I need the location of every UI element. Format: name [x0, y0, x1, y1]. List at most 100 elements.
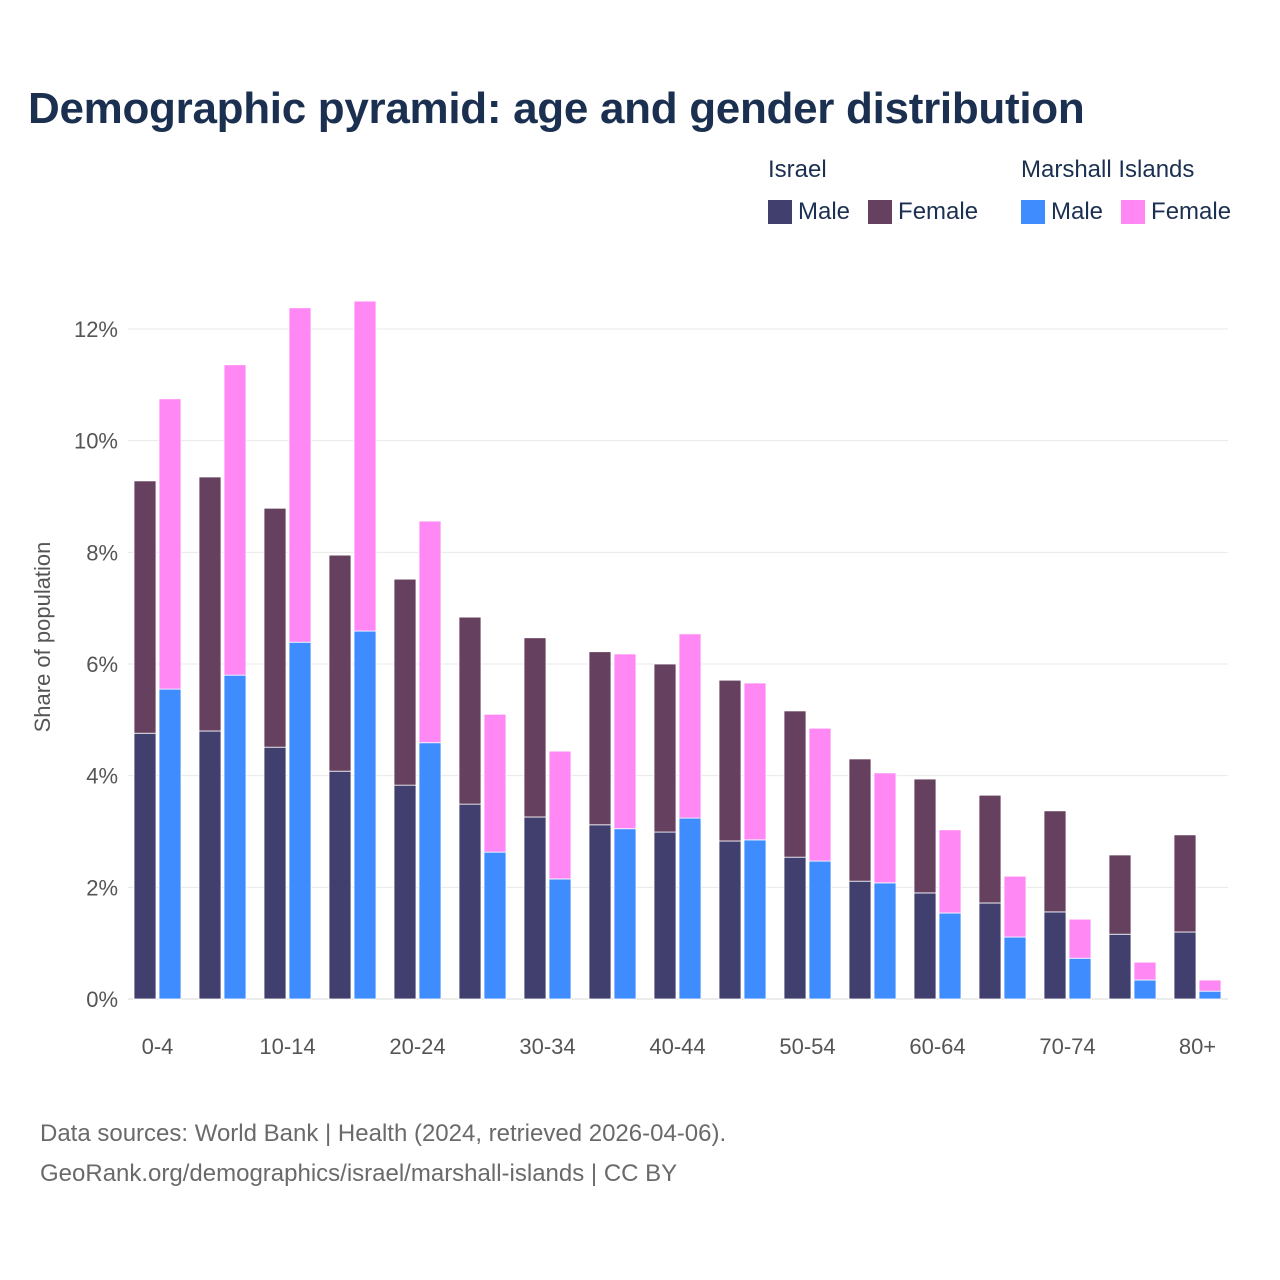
bar-israel-male[interactable]: 55-59 Israel Male: 2.11%: [848, 880, 872, 1000]
legend-item-marshall-male[interactable]: Male: [1021, 198, 1103, 226]
bar-israel-female[interactable]: 60-64 Israel Female: 2.04%: [913, 778, 937, 894]
legend-item-marshall-female[interactable]: Female: [1121, 198, 1231, 226]
bar-marshall-islands-female[interactable]: 75-79 Marshall Islands Female: 0.32%: [1133, 961, 1157, 981]
bar-israel-male[interactable]: 70-74 Israel Male: 1.56%: [1043, 911, 1067, 1000]
x-tick-label: 80+: [1179, 1034, 1216, 1059]
bar-israel-male[interactable]: 10-14 Israel Male: 4.51%: [263, 746, 287, 1000]
bar-marshall-islands-male[interactable]: 20-24 Marshall Islands Male: 4.59%: [418, 742, 442, 1000]
bar-israel-male[interactable]: 65-69 Israel Male: 1.72%: [978, 902, 1002, 1000]
legend-label: Female: [1151, 198, 1232, 225]
legend-swatch: [868, 200, 893, 224]
bar-marshall-islands-female[interactable]: 55-59 Marshall Islands Female: 1.97%: [873, 772, 897, 884]
bar-marshall-islands-male[interactable]: 15-19 Marshall Islands Male: 6.59%: [353, 630, 377, 1000]
bar-israel-female[interactable]: 30-34 Israel Female: 3.21%: [523, 637, 547, 818]
bar-israel-female[interactable]: 65-69 Israel Female: 1.93%: [978, 794, 1002, 904]
bar-marshall-islands-male[interactable]: 70-74 Marshall Islands Male: 0.73%: [1068, 957, 1092, 1000]
bar-marshall-islands-male[interactable]: 55-59 Marshall Islands Male: 2.08%: [873, 882, 897, 1000]
bar-israel-female[interactable]: 25-29 Israel Female: 3.35%: [458, 616, 482, 805]
bar-marshall-islands-female[interactable]: 25-29 Marshall Islands Female: 2.47%: [483, 713, 507, 853]
bar-israel-female[interactable]: 0-4 Israel Female: 4.52%: [133, 480, 157, 734]
bar-marshall-islands-male[interactable]: 0-4 Marshall Islands Male: 5.55%: [158, 688, 182, 1000]
y-axis-label: Share of population: [30, 542, 55, 733]
bar-marshall-islands-female[interactable]: 10-14 Marshall Islands Female: 5.99%: [288, 307, 312, 643]
y-tick-label: 2%: [86, 875, 118, 900]
bar-israel-female[interactable]: 5-9 Israel Female: 4.55%: [198, 476, 222, 732]
bar-israel-male[interactable]: 75-79 Israel Male: 1.16%: [1108, 933, 1132, 1000]
y-tick-label: 6%: [86, 652, 118, 677]
bar-marshall-islands-male[interactable]: 10-14 Marshall Islands Male: 6.39%: [288, 641, 312, 1000]
bar-marshall-islands-female[interactable]: 65-69 Marshall Islands Female: 1.09%: [1003, 875, 1027, 938]
x-tick-label: 20-24: [389, 1034, 445, 1059]
bar-israel-female[interactable]: 40-44 Israel Female: 3.01%: [653, 663, 677, 833]
bar-marshall-islands-female[interactable]: 70-74 Marshall Islands Female: 0.7%: [1068, 918, 1092, 959]
legend-title: Israel: [768, 156, 827, 183]
bar-marshall-islands-male[interactable]: 50-54 Marshall Islands Male: 2.47%: [808, 860, 832, 1000]
bar-marshall-islands-female[interactable]: 30-34 Marshall Islands Female: 2.29%: [548, 750, 572, 880]
y-tick-label: 12%: [74, 317, 118, 342]
bar-israel-female[interactable]: 10-14 Israel Female: 4.28%: [263, 507, 287, 748]
legend-item-israel-male[interactable]: Male: [768, 198, 850, 226]
legend-swatch: [1021, 200, 1045, 224]
bar-marshall-islands-male[interactable]: 60-64 Marshall Islands Male: 1.54%: [938, 912, 962, 1000]
bar-israel-male[interactable]: 30-34 Israel Male: 3.26%: [523, 816, 547, 1000]
bar-marshall-islands-male[interactable]: 75-79 Marshall Islands Male: 0.34%: [1133, 979, 1157, 1000]
bar-marshall-islands-female[interactable]: 50-54 Marshall Islands Female: 2.38%: [808, 727, 832, 862]
x-tick-label: 50-54: [779, 1034, 835, 1059]
legend-label: Male: [1051, 198, 1104, 225]
bar-israel-female[interactable]: 45-49 Israel Female: 2.88%: [718, 679, 742, 842]
footer: Data sources: World Bank | Health (2024,…: [40, 1114, 726, 1194]
bar-israel-male[interactable]: 45-49 Israel Male: 2.83%: [718, 840, 742, 1000]
bar-israel-male[interactable]: 80+ Israel Male: 1.2%: [1173, 931, 1197, 1000]
bar-israel-female[interactable]: 50-54 Israel Female: 2.62%: [783, 710, 807, 858]
bar-marshall-islands-female[interactable]: 15-19 Marshall Islands Female: 5.91%: [353, 300, 377, 632]
legend-marshall-islands: Marshall Islands Male Female: [1021, 156, 1231, 226]
bar-israel-male[interactable]: 15-19 Israel Male: 4.08%: [328, 770, 352, 1000]
bar-marshall-islands-male[interactable]: 5-9 Marshall Islands Male: 5.8%: [223, 674, 247, 1000]
bar-israel-male[interactable]: 40-44 Israel Male: 2.99%: [653, 831, 677, 1000]
legend-item-israel-female[interactable]: Female: [868, 198, 978, 226]
legend-swatch: [768, 200, 792, 224]
attribution-link[interactable]: GeoRank.org/demographics/israel/marshall…: [40, 1160, 678, 1187]
bar-israel-female[interactable]: 70-74 Israel Female: 1.81%: [1043, 810, 1067, 913]
y-tick-label: 0%: [86, 987, 118, 1012]
y-tick-label: 8%: [86, 540, 118, 565]
bar-marshall-islands-female[interactable]: 80+ Marshall Islands Female: 0.2%: [1198, 979, 1222, 992]
bar-israel-female[interactable]: 75-79 Israel Female: 1.42%: [1108, 854, 1132, 935]
bar-israel-male[interactable]: 0-4 Israel Male: 4.76%: [133, 732, 157, 1000]
bar-israel-female[interactable]: 80+ Israel Female: 1.74%: [1173, 834, 1197, 933]
x-tick-label: 0-4: [142, 1034, 174, 1059]
x-tick-label: 10-14: [259, 1034, 315, 1059]
bar-marshall-islands-male[interactable]: 65-69 Marshall Islands Male: 1.11%: [1003, 936, 1027, 1000]
bar-israel-female[interactable]: 20-24 Israel Female: 3.69%: [393, 578, 417, 786]
source-note: Data sources: World Bank | Health (2024,…: [40, 1120, 727, 1147]
bar-marshall-islands-female[interactable]: 60-64 Marshall Islands Female: 1.49%: [938, 829, 962, 914]
bar-israel-male[interactable]: 35-39 Israel Male: 3.12%: [588, 824, 612, 1000]
bar-marshall-islands-male[interactable]: 80+ Marshall Islands Male: 0.14%: [1198, 990, 1222, 1000]
bar-israel-male[interactable]: 20-24 Israel Male: 3.83%: [393, 784, 417, 1000]
x-tick-label: 30-34: [519, 1034, 575, 1059]
bar-israel-male[interactable]: 5-9 Israel Male: 4.8%: [198, 730, 222, 1000]
bar-marshall-islands-female[interactable]: 45-49 Marshall Islands Female: 2.81%: [743, 682, 767, 841]
bar-marshall-islands-female[interactable]: 20-24 Marshall Islands Female: 3.97%: [418, 520, 442, 744]
x-tick-label: 40-44: [649, 1034, 705, 1059]
bar-israel-male[interactable]: 25-29 Israel Male: 3.49%: [458, 803, 482, 1000]
x-tick-label: 70-74: [1039, 1034, 1095, 1059]
bar-marshall-islands-male[interactable]: 40-44 Marshall Islands Male: 3.24%: [678, 817, 702, 1000]
bar-israel-male[interactable]: 50-54 Israel Male: 2.54%: [783, 856, 807, 1000]
bar-marshall-islands-male[interactable]: 35-39 Marshall Islands Male: 3.05%: [613, 828, 637, 1000]
bar-marshall-islands-female[interactable]: 0-4 Marshall Islands Female: 5.2%: [158, 398, 182, 690]
bar-israel-male[interactable]: 60-64 Israel Male: 1.9%: [913, 892, 937, 1000]
bar-marshall-islands-female[interactable]: 40-44 Marshall Islands Female: 3.3%: [678, 633, 702, 819]
bar-israel-female[interactable]: 35-39 Israel Female: 3.1%: [588, 651, 612, 826]
bar-israel-female[interactable]: 15-19 Israel Female: 3.87%: [328, 554, 352, 772]
bar-marshall-islands-female[interactable]: 5-9 Marshall Islands Female: 5.56%: [223, 364, 247, 676]
bar-marshall-islands-male[interactable]: 25-29 Marshall Islands Male: 2.63%: [483, 851, 507, 1000]
legend-label: Female: [898, 198, 979, 225]
bar-marshall-islands-male[interactable]: 30-34 Marshall Islands Male: 2.15%: [548, 878, 572, 1000]
bar-israel-female[interactable]: 55-59 Israel Female: 2.19%: [848, 758, 872, 882]
y-tick-label: 10%: [74, 429, 118, 454]
bar-marshall-islands-female[interactable]: 35-39 Marshall Islands Female: 3.13%: [613, 653, 637, 830]
legend-israel: Israel Male Female: [768, 156, 978, 226]
bar-marshall-islands-male[interactable]: 45-49 Marshall Islands Male: 2.85%: [743, 839, 767, 1000]
